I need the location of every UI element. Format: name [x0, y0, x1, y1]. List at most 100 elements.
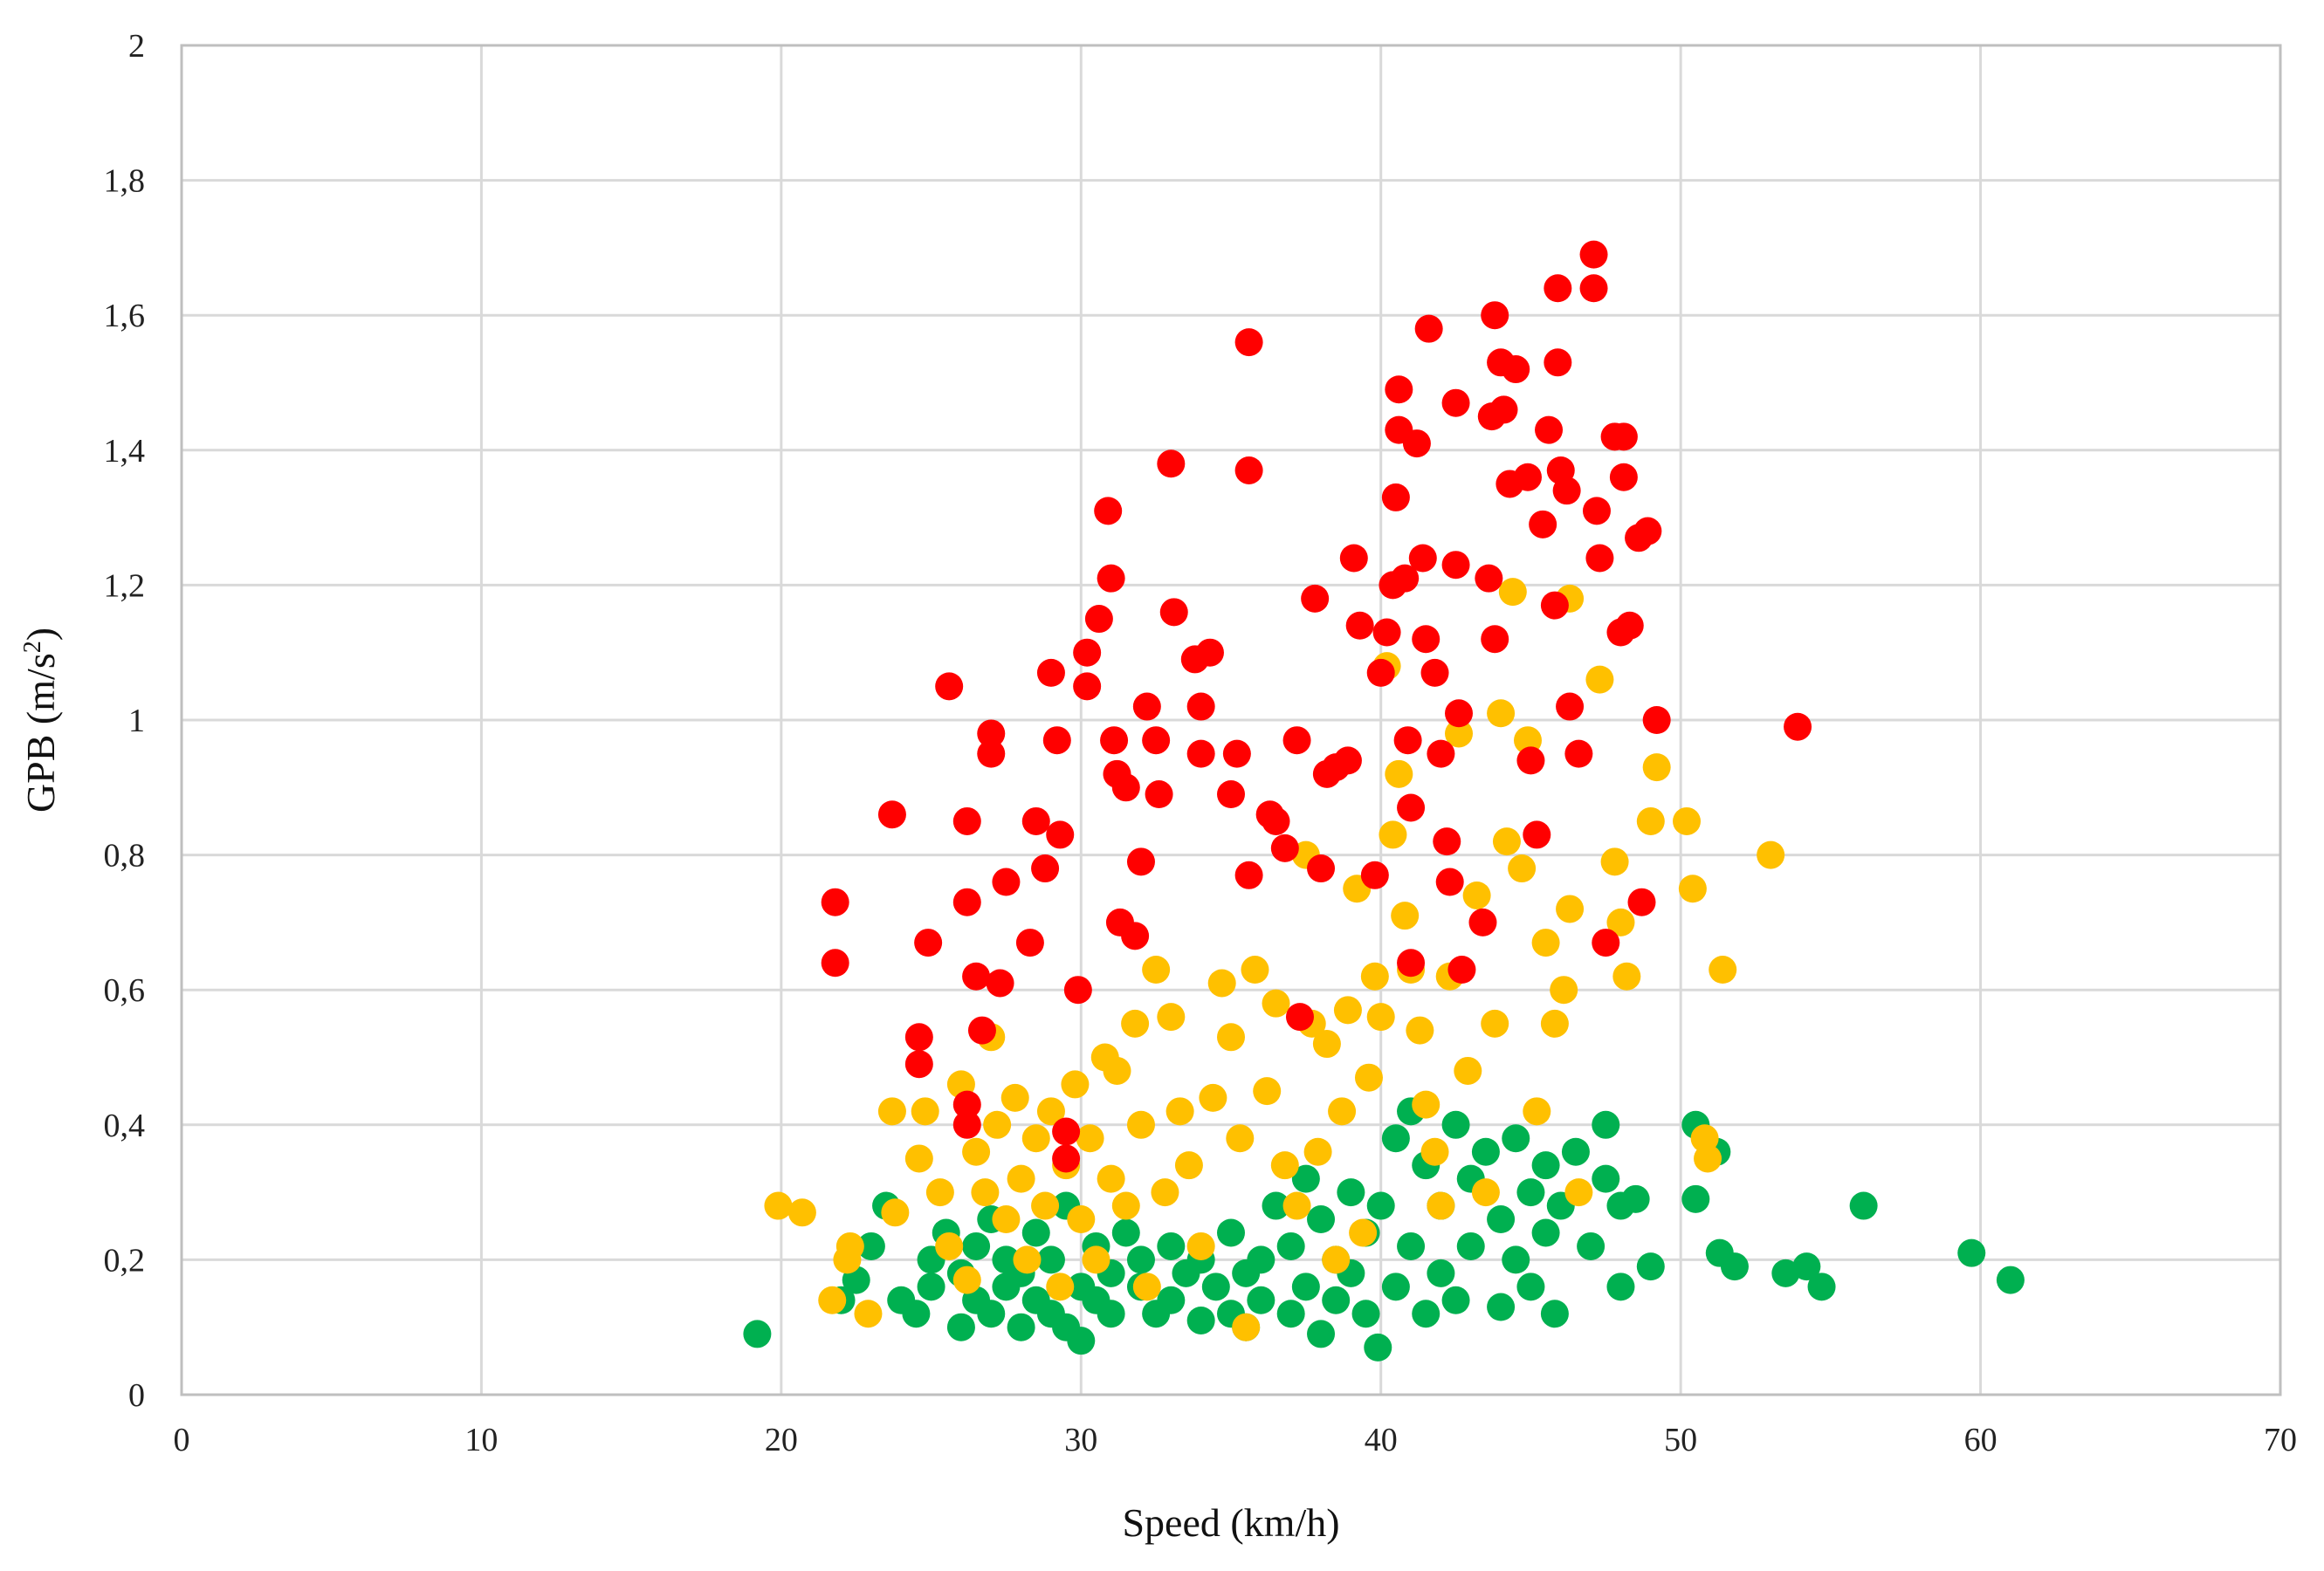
data-point — [1111, 773, 1140, 802]
data-point — [1609, 422, 1638, 451]
data-point — [1531, 1218, 1560, 1247]
data-point — [1301, 584, 1330, 613]
data-point — [1441, 1110, 1470, 1139]
data-point — [1372, 618, 1401, 647]
data-point — [1207, 969, 1236, 998]
data-point — [1015, 929, 1044, 957]
y-tick-label: 1,8 — [104, 163, 146, 200]
y-tick-label: 0,2 — [104, 1242, 146, 1279]
data-point — [1303, 1137, 1332, 1166]
data-point — [1771, 1259, 1800, 1287]
data-point — [1097, 1164, 1125, 1193]
data-point — [1577, 1231, 1605, 1260]
data-point — [1067, 1327, 1096, 1355]
data-point — [904, 1144, 933, 1173]
x-axis-tick-labels: 0 10 20 30 40 50 60 70 — [174, 1422, 2298, 1458]
data-point — [1007, 1164, 1035, 1193]
data-point — [1445, 719, 1474, 748]
data-point — [952, 1266, 981, 1294]
data-point — [1709, 956, 1737, 984]
data-point — [1307, 1205, 1336, 1234]
data-point — [1186, 739, 1215, 768]
data-point — [1513, 463, 1542, 491]
data-point — [952, 1090, 981, 1119]
data-point — [1414, 314, 1443, 343]
data-point — [1103, 1056, 1131, 1085]
data-point — [821, 949, 849, 978]
data-point — [1606, 1273, 1635, 1301]
data-point — [1609, 463, 1638, 491]
data-point — [1036, 1245, 1065, 1274]
data-point — [1217, 1218, 1245, 1247]
data-point — [1642, 753, 1671, 782]
data-point — [856, 1231, 885, 1260]
data-point — [1523, 1097, 1551, 1126]
data-point — [835, 1231, 864, 1260]
data-point — [1544, 274, 1572, 303]
series-2 — [821, 240, 1812, 1173]
x-tick-label: 50 — [1664, 1422, 1697, 1458]
data-point — [1385, 375, 1413, 404]
data-point — [917, 1273, 945, 1301]
data-point — [1582, 497, 1611, 525]
data-point — [1481, 301, 1509, 330]
data-point — [971, 1178, 1000, 1207]
data-point — [962, 1137, 991, 1166]
data-point — [1561, 1137, 1590, 1166]
data-point — [1063, 976, 1092, 1005]
data-point — [935, 672, 964, 701]
data-point — [1381, 1273, 1410, 1301]
data-point — [1621, 1184, 1650, 1213]
data-point — [1592, 929, 1620, 957]
data-point — [1516, 1178, 1545, 1207]
data-point — [1157, 449, 1186, 478]
y-tick-label: 1,4 — [104, 433, 146, 470]
data-point — [1412, 1300, 1440, 1328]
data-point — [1366, 1191, 1395, 1220]
data-point — [1807, 1273, 1836, 1301]
data-point — [952, 806, 981, 835]
data-point — [1445, 699, 1474, 728]
data-point — [904, 1023, 933, 1052]
data-point — [1757, 840, 1785, 869]
x-tick-label: 0 — [174, 1422, 190, 1458]
data-point — [1312, 1030, 1341, 1059]
data-point — [877, 800, 906, 829]
data-point — [1234, 328, 1263, 357]
data-point — [818, 1286, 847, 1314]
data-point — [1540, 1009, 1569, 1038]
data-point — [1132, 692, 1161, 721]
data-point — [1502, 1245, 1530, 1274]
data-point — [1270, 834, 1299, 862]
data-point — [1636, 806, 1665, 835]
data-point — [1052, 1117, 1081, 1146]
data-point — [1073, 638, 1102, 667]
data-point — [1076, 1124, 1104, 1153]
data-point — [1199, 1083, 1227, 1112]
data-point — [1253, 1077, 1282, 1106]
data-point — [1996, 1266, 2025, 1294]
data-point — [1792, 1252, 1821, 1281]
data-point — [1186, 1306, 1215, 1334]
data-point — [1673, 806, 1702, 835]
data-point — [1201, 1273, 1230, 1301]
data-point — [1406, 1016, 1434, 1045]
data-point — [967, 1016, 996, 1045]
data-point — [1550, 976, 1578, 1005]
data-point — [1007, 1313, 1035, 1341]
data-point — [1540, 1300, 1569, 1328]
data-point — [1217, 780, 1245, 809]
data-point — [1247, 1286, 1275, 1314]
data-point — [1633, 517, 1662, 545]
data-point — [1592, 1164, 1620, 1193]
data-point — [1036, 658, 1065, 687]
data-point — [1366, 1003, 1395, 1032]
data-point — [1013, 1245, 1042, 1274]
data-point — [1784, 712, 1812, 741]
data-point — [1282, 1191, 1311, 1220]
data-point — [1540, 591, 1569, 620]
data-point — [904, 1050, 933, 1079]
data-point — [983, 1110, 1012, 1139]
data-point — [1427, 1191, 1455, 1220]
